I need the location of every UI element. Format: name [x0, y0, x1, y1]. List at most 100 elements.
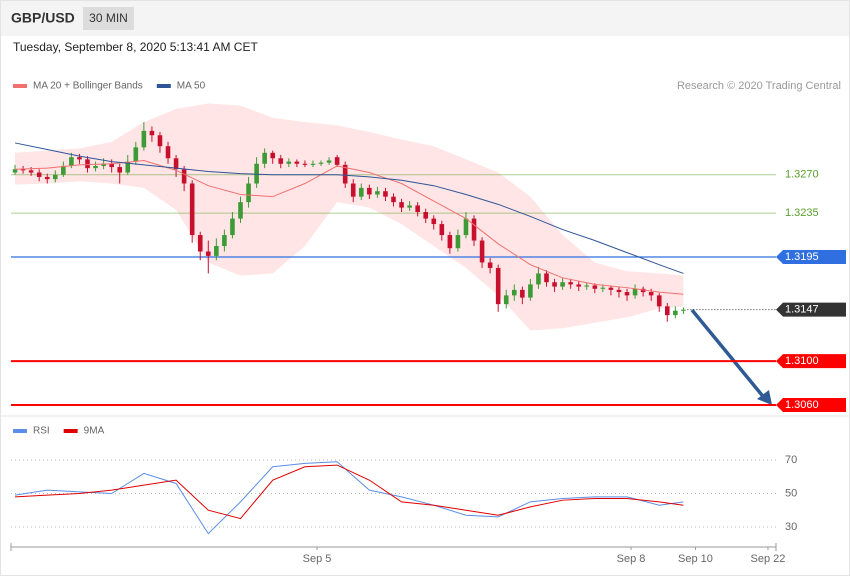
indicator-line: [15, 159, 684, 295]
candle-body: [544, 273, 549, 283]
legend-swatch: [13, 429, 27, 433]
candle-body: [12, 169, 18, 173]
candle-body: [246, 183, 251, 203]
candle-body: [463, 218, 469, 236]
candle-body: [125, 161, 131, 173]
candle-body: [117, 167, 123, 173]
candle-body: [584, 285, 590, 287]
interval-box: [83, 7, 134, 30]
x-tick-label: Sep 5: [303, 553, 332, 565]
candle-body: [278, 158, 284, 164]
credit: Research © 2020 Trading Central: [677, 80, 841, 92]
candle-body: [189, 183, 195, 236]
candle-body: [673, 310, 678, 316]
legend-swatch: [63, 429, 78, 433]
y-tick-label: 30: [785, 521, 797, 533]
level-tag: [776, 302, 846, 317]
candle-body: [77, 157, 82, 160]
level-label: 1.3270: [785, 169, 819, 181]
indicator-line: [15, 464, 684, 520]
candle-body: [310, 163, 316, 165]
candle-body: [342, 164, 348, 184]
legend-label: MA 20 + Bollinger Bands: [33, 81, 143, 92]
candle-body: [334, 157, 340, 165]
y-tick-label: 70: [785, 454, 797, 466]
candle-body: [149, 130, 155, 136]
legend-label: MA 50: [177, 81, 206, 92]
level-tag: [776, 249, 846, 264]
candle-body: [101, 163, 106, 166]
x-tick-label: Sep 10: [678, 553, 713, 565]
level-label: 1.3195: [785, 251, 819, 263]
legend-label: 9MA: [84, 426, 105, 437]
candle-body: [173, 158, 179, 170]
candle-body: [44, 176, 50, 180]
candle-body: [431, 218, 437, 225]
candle-body: [326, 160, 332, 163]
candle-body: [238, 202, 243, 219]
candle-body: [415, 205, 420, 213]
candle-body: [141, 130, 147, 148]
candle-body: [495, 267, 501, 305]
candle-body: [230, 218, 235, 236]
candle-body: [487, 262, 493, 268]
arrow-head: [757, 390, 772, 405]
candle-body: [205, 251, 211, 256]
candle-body: [528, 284, 533, 298]
legend-swatch: [156, 84, 171, 88]
candle-body: [133, 147, 139, 162]
level-label: 1.3235: [785, 207, 819, 219]
legend-swatch: [13, 84, 27, 88]
candle-body: [294, 161, 300, 164]
timestamp: Tuesday, September 8, 2020 5:13:41 AM CE…: [13, 40, 258, 54]
level-label: 1.3060: [785, 399, 819, 411]
candle-body: [600, 287, 606, 289]
candle-body: [197, 235, 203, 252]
candle-body: [214, 246, 219, 256]
indicator-line: [14, 461, 684, 535]
candle-body: [367, 187, 372, 195]
candle-body: [439, 224, 445, 236]
candle-body: [399, 202, 404, 208]
header-bar: [1, 1, 849, 36]
candle-body: [503, 295, 509, 305]
candle-body: [302, 163, 308, 165]
candle-body: [358, 187, 364, 197]
candle-body: [61, 165, 66, 175]
candle-body: [447, 235, 453, 249]
x-tick-label: Sep 22: [751, 553, 786, 565]
candle-body: [664, 306, 670, 316]
candle-body: [560, 282, 565, 287]
candle-body: [262, 152, 267, 164]
candle-body: [181, 169, 187, 184]
candle-body: [375, 191, 380, 195]
level-tag: [776, 354, 846, 369]
legend-label: RSI: [33, 426, 50, 437]
candle-body: [36, 172, 42, 177]
candle-body: [270, 152, 276, 159]
candle-body: [592, 285, 598, 289]
candle-body: [536, 273, 541, 285]
candle-body: [640, 288, 646, 293]
candle-body: [608, 287, 614, 290]
candle-body: [632, 288, 638, 296]
candle-body: [254, 163, 259, 184]
candle-body: [52, 174, 58, 180]
candle-body: [455, 235, 461, 249]
candle-body: [511, 289, 517, 296]
symbol: GBP/USD: [11, 10, 75, 26]
candle-body: [681, 309, 686, 311]
candle-body: [552, 282, 557, 287]
candle-body: [20, 169, 26, 171]
candle-body: [407, 205, 412, 208]
candle-body: [568, 282, 573, 285]
candle-body: [391, 196, 396, 203]
candle-body: [350, 183, 356, 197]
candle-body: [616, 289, 622, 293]
indicator-line: [14, 142, 684, 274]
bollinger-band: [15, 103, 684, 331]
projection-arrow: [690, 308, 768, 402]
